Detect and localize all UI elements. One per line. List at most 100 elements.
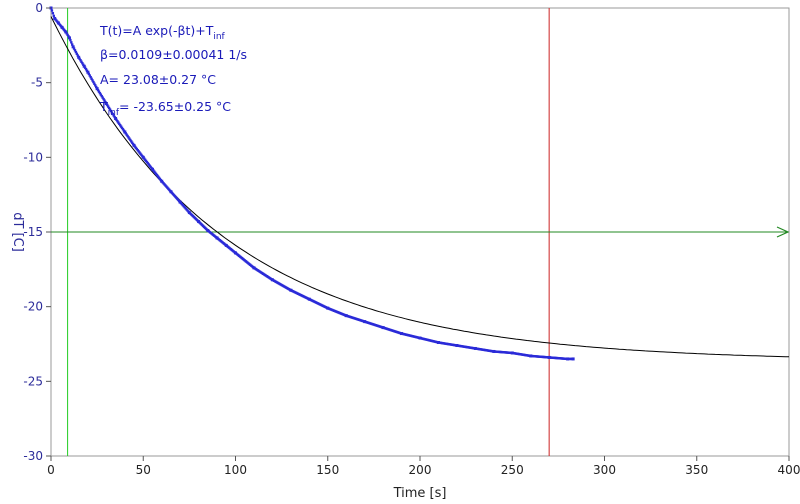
data-point-dense: [124, 132, 127, 135]
data-point-dense: [107, 106, 111, 110]
fit-beta: β=0.0109±0.00041 1/s: [100, 47, 247, 62]
data-point-dense: [81, 62, 84, 65]
data-point-dense: [78, 57, 81, 60]
x-tick-label: 300: [593, 463, 616, 477]
data-point-dense: [98, 91, 102, 95]
data-point-dense: [128, 137, 131, 140]
x-tick-label: 350: [685, 463, 708, 477]
data-point-dense: [80, 60, 83, 63]
data-point-dense: [91, 79, 94, 82]
fit-equation: T(t)=A exp(-βt)+Tinf: [99, 23, 226, 42]
marker-arrow-icon: [776, 226, 790, 238]
data-point-dense: [69, 38, 72, 42]
data-point-dense: [127, 136, 130, 139]
data-point-dense: [72, 47, 76, 50]
x-tick-label: 100: [224, 463, 247, 477]
fit-parameters-box: T(t)=A exp(-βt)+Tinf β=0.0109±0.00041 1/…: [99, 23, 247, 118]
data-point-dense: [130, 141, 134, 144]
data-point-dense: [87, 72, 91, 76]
data-point-dense: [93, 82, 96, 85]
data-point-dense: [103, 99, 106, 102]
data-point: [571, 357, 575, 361]
y-tick-label: -15: [23, 225, 43, 239]
data-point-dense: [70, 41, 73, 44]
data-point-dense: [101, 96, 104, 99]
data-point-dense: [97, 90, 101, 93]
data-point: [104, 102, 108, 106]
data-point-dense: [76, 54, 79, 57]
data-point-dense: [74, 50, 78, 54]
data-point-dense: [51, 12, 55, 15]
data-point-dense: [111, 112, 115, 116]
y-tick-label: -5: [31, 76, 43, 90]
data-point: [82, 64, 86, 68]
x-tick-label: 400: [778, 463, 800, 477]
reference-lines: [51, 8, 790, 456]
data-point-dense: [118, 124, 122, 127]
x-axis: 0 50 100 150 200 250 300 350 400: [47, 456, 800, 477]
data-point-dense: [65, 32, 68, 35]
data-points-layer: [49, 6, 575, 361]
data-point-dense: [79, 59, 82, 62]
data-point-dense: [99, 93, 103, 96]
data-point-dense: [129, 138, 132, 142]
data-point: [77, 55, 81, 59]
x-tick-label: 150: [316, 463, 339, 477]
data-point-dense: [130, 140, 133, 143]
data-point: [67, 36, 71, 40]
data-point: [86, 70, 90, 74]
y-tick-label: -10: [23, 150, 43, 164]
data-point-dense: [73, 49, 77, 52]
data-point-dense: [106, 105, 110, 108]
data-point: [123, 130, 127, 134]
fit-curve-layer: [50, 16, 790, 358]
data-point: [64, 30, 68, 34]
y-tick-label: -25: [23, 374, 43, 388]
fit-amplitude: A= 23.08±0.27 °C: [100, 72, 216, 87]
data-point-dense: [106, 103, 109, 107]
data-point-dense: [52, 14, 55, 18]
data-point-dense: [119, 125, 123, 128]
data-point-dense: [120, 126, 124, 130]
data-point: [71, 45, 75, 49]
fit-curve: [50, 16, 790, 358]
data-point: [95, 87, 99, 91]
data-point-dense: [116, 119, 119, 123]
data-point: [114, 117, 118, 121]
x-tick-label: 250: [501, 463, 524, 477]
fit-t-inf: Tinf= -23.65±0.25 °C: [99, 99, 231, 118]
data-point-dense: [88, 74, 91, 77]
data-point-dense: [121, 128, 125, 131]
data-point-dense: [102, 97, 105, 101]
data-point-dense: [95, 85, 98, 89]
x-tick-label: 50: [136, 463, 151, 477]
data-point-dense: [50, 9, 54, 12]
data-point-dense: [118, 122, 121, 126]
y-tick-label: -20: [23, 300, 43, 314]
data-point-dense: [115, 118, 118, 122]
data-point-dense: [75, 52, 79, 55]
y-axis-title: dT [C]: [10, 212, 25, 252]
x-tick-label: 0: [47, 463, 55, 477]
data-point-dense: [92, 80, 95, 84]
y-tick-label: 0: [35, 1, 43, 15]
data-point-dense: [90, 77, 93, 80]
x-tick-label: 200: [409, 463, 432, 477]
data-point-dense: [100, 94, 103, 98]
data-point-dense: [96, 88, 100, 92]
data-point-dense: [66, 33, 69, 37]
data-point-dense: [125, 133, 128, 136]
data-point-dense: [110, 111, 114, 114]
data-point-dense: [126, 134, 129, 138]
data-point-dense: [108, 108, 112, 111]
y-axis: 0 -5 -10 -15 -20 -25 -30: [23, 1, 51, 463]
y-tick-label: -30: [23, 449, 43, 463]
data-point-dense: [89, 75, 92, 79]
x-axis-title: Time [s]: [393, 486, 447, 501]
data-point-dense: [109, 109, 113, 113]
data-point-dense: [83, 66, 87, 69]
data-point-dense: [94, 84, 97, 87]
data-point-dense: [112, 114, 115, 117]
data-point-dense: [84, 68, 88, 71]
